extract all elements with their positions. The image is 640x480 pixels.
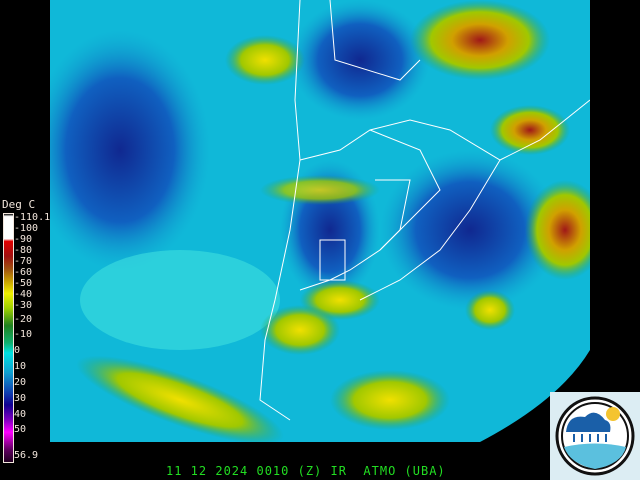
storm-cell [525,180,590,280]
legend-tick-label: 0 [14,345,21,356]
legend-tick-label: 20 [14,377,27,388]
image-caption: 11 12 2024 0010 (Z) IR ATMO (UBA) [166,464,446,478]
storm-cell [490,105,570,155]
legend-tick-label: -20 [14,314,33,325]
legend-tick-label: -10 [14,329,33,340]
legend-tick-label: -110.1 [14,212,51,223]
legend-tick-label: -50 [14,278,33,289]
legend-tick-label: 56.9 [14,450,39,461]
legend-tick-label: -90 [14,234,33,245]
legend-tick-label: 40 [14,409,27,420]
legend-title: Deg C [2,198,36,211]
legend-tick-label: -30 [14,300,33,311]
legend-tick-label: -100 [14,223,39,234]
temperature-colorbar [3,213,14,463]
legend-tick-label: -60 [14,267,33,278]
atmo-uba-logo [550,392,640,480]
legend-tick-label: 10 [14,361,27,372]
legend-tick-label: -80 [14,245,33,256]
storm-cell [410,0,550,80]
legend-tick-label: -70 [14,256,33,267]
legend-tick-label: -40 [14,289,33,300]
country-borders [259,0,590,421]
weather-logo-icon [555,396,635,476]
legend-tick-label: 50 [14,424,27,435]
legend-tick-label: 30 [14,393,27,404]
